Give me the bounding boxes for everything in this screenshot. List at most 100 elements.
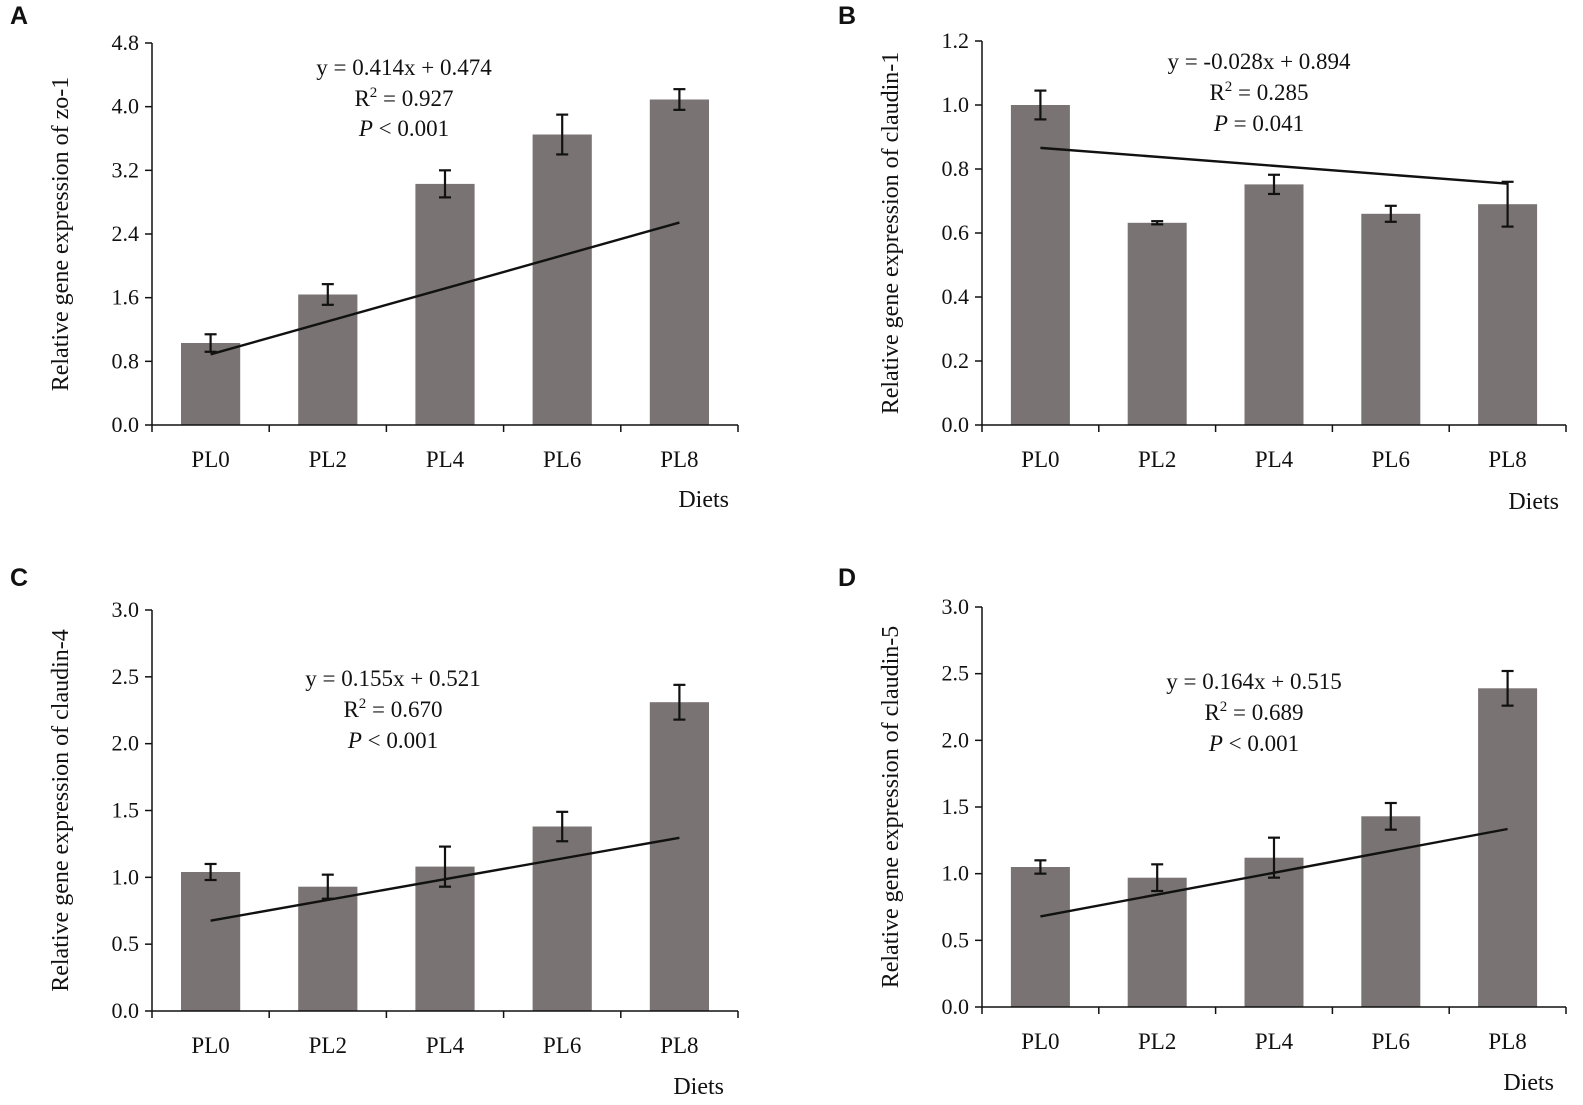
regression-equation: y = 0.164x + 0.515 (1166, 669, 1341, 694)
p-value-text: < 0.001 (1223, 731, 1299, 756)
error-bar-pl4 (439, 169, 451, 199)
bar-pl2 (1127, 222, 1187, 425)
error-bar-pl0 (1034, 89, 1047, 121)
y-tick-label: 3.0 (112, 597, 140, 622)
y-tick-label: 1.5 (112, 798, 140, 823)
bar-pl4 (1244, 184, 1304, 425)
error-bar-pl4 (1268, 836, 1280, 879)
r-squared: R2 = 0.670 (343, 696, 442, 722)
error-bar-pl8 (1501, 669, 1514, 707)
r-squared: R2 = 0.285 (1209, 79, 1308, 105)
x-tick-label-pl0: PL0 (191, 1033, 229, 1058)
panel-letter: A (10, 2, 28, 30)
p-value: P < 0.001 (347, 728, 438, 753)
x-tick-label-pl8: PL8 (660, 447, 698, 472)
bar-pl4 (415, 183, 475, 425)
bar-pl2 (298, 886, 358, 1011)
error-bar-pl0 (204, 862, 217, 882)
y-axis-title: Relative gene expression of zo-1 (48, 77, 74, 392)
r-squared-exponent: 2 (370, 85, 378, 101)
bar-pl4 (1244, 857, 1304, 1007)
bar-pl8 (1478, 204, 1538, 425)
bar-pl6 (1361, 816, 1421, 1007)
panel-d: D 0.0 0.5 1.0 1.5 2.0 2.5 3.0 PL0 PL2 PL4 PL6 PL8 Die… (838, 564, 1567, 1096)
y-tick-label: 0.8 (942, 156, 970, 181)
y-tick-label: 0.6 (942, 220, 970, 245)
y-tick-label: 0.0 (942, 994, 970, 1019)
bar-pl0 (1010, 867, 1070, 1007)
trendline (210, 221, 680, 356)
y-tick-label: 0.8 (112, 348, 140, 373)
error-bar-pl6 (556, 810, 569, 843)
y-tick-label: 2.0 (112, 731, 140, 756)
x-tick-label-pl4: PL4 (426, 447, 465, 472)
y-tick-label: 4.8 (112, 30, 140, 55)
bar-pl8 (1478, 688, 1538, 1007)
error-bar-pl6 (1384, 204, 1397, 223)
r-squared-exponent: 2 (359, 696, 367, 712)
r-squared-value: = 0.285 (1232, 80, 1308, 105)
p-value-text: < 0.001 (373, 116, 449, 141)
trendline (1040, 827, 1508, 918)
x-axis-title: Diets (1503, 1070, 1554, 1096)
p-value-text: = 0.041 (1228, 111, 1304, 136)
bar-pl4 (415, 866, 475, 1011)
x-tick-label-pl4: PL4 (1255, 1029, 1294, 1054)
y-tick-label: 0.5 (942, 927, 970, 952)
x-tick-label-pl0: PL0 (1021, 1029, 1059, 1054)
y-tick-label: 2.5 (112, 664, 140, 689)
error-bar-pl2 (1151, 220, 1164, 226)
x-tick-label-pl6: PL6 (1372, 1029, 1410, 1054)
trendline (210, 836, 680, 922)
r-squared-symbol: R (354, 86, 370, 111)
error-bar-pl6 (556, 113, 569, 156)
r-squared-symbol: R (1204, 700, 1220, 725)
x-tick-label-pl8: PL8 (1488, 447, 1526, 472)
error-bar-pl8 (673, 683, 686, 721)
r-squared-value: = 0.927 (377, 86, 453, 111)
r-squared-symbol: R (343, 697, 359, 722)
p-symbol: P (1208, 731, 1223, 756)
y-tick-label: 1.5 (942, 794, 970, 819)
error-bar-pl8 (673, 88, 686, 111)
error-bar-pl8 (1501, 180, 1514, 228)
error-bar-pl2 (1151, 863, 1164, 893)
r-squared-exponent: 2 (1220, 699, 1228, 715)
y-tick-label: 1.0 (112, 864, 140, 889)
y-tick-label: 0.5 (112, 931, 140, 956)
bar-pl6 (532, 826, 592, 1011)
bar-pl8 (649, 99, 709, 425)
bar-pl0 (1010, 105, 1070, 425)
y-tick-label: 0.0 (112, 998, 140, 1023)
panel-letter: D (838, 564, 856, 592)
bar-pl0 (181, 343, 241, 425)
r-squared-value: = 0.670 (366, 697, 442, 722)
r-squared: R2 = 0.927 (354, 85, 453, 111)
p-value: P < 0.001 (1208, 731, 1299, 756)
bar-pl8 (649, 702, 709, 1011)
y-tick-label: 3.2 (112, 157, 140, 182)
y-tick-label: 1.2 (942, 28, 970, 53)
panel-letter: C (10, 564, 28, 592)
r-squared-exponent: 2 (1225, 79, 1233, 95)
error-bar-pl0 (204, 333, 217, 353)
x-tick-label-pl6: PL6 (1372, 447, 1410, 472)
r-squared-symbol: R (1209, 80, 1225, 105)
x-tick-label-pl0: PL0 (1021, 447, 1059, 472)
y-tick-label: 0.2 (942, 348, 970, 373)
y-tick-label: 0.0 (112, 412, 140, 437)
x-tick-label-pl8: PL8 (660, 1033, 698, 1058)
regression-equation: y = 0.155x + 0.521 (305, 666, 480, 691)
y-tick-label: 0.4 (942, 284, 970, 309)
x-tick-label-pl2: PL2 (309, 1033, 347, 1058)
bar-pl2 (298, 294, 358, 425)
error-bar-pl2 (321, 283, 334, 306)
x-tick-label-pl2: PL2 (1138, 447, 1176, 472)
error-bar-pl0 (1034, 859, 1047, 875)
x-axis-title: Diets (678, 487, 729, 513)
r-squared-value: = 0.689 (1227, 700, 1303, 725)
panel-a: A 0.0 0.8 1.6 2.4 3.2 4.0 4.8 PL0 PL2 PL4 PL6 PL8 Die… (10, 2, 739, 513)
bar-pl6 (532, 134, 592, 425)
bar-pl6 (1361, 213, 1421, 425)
